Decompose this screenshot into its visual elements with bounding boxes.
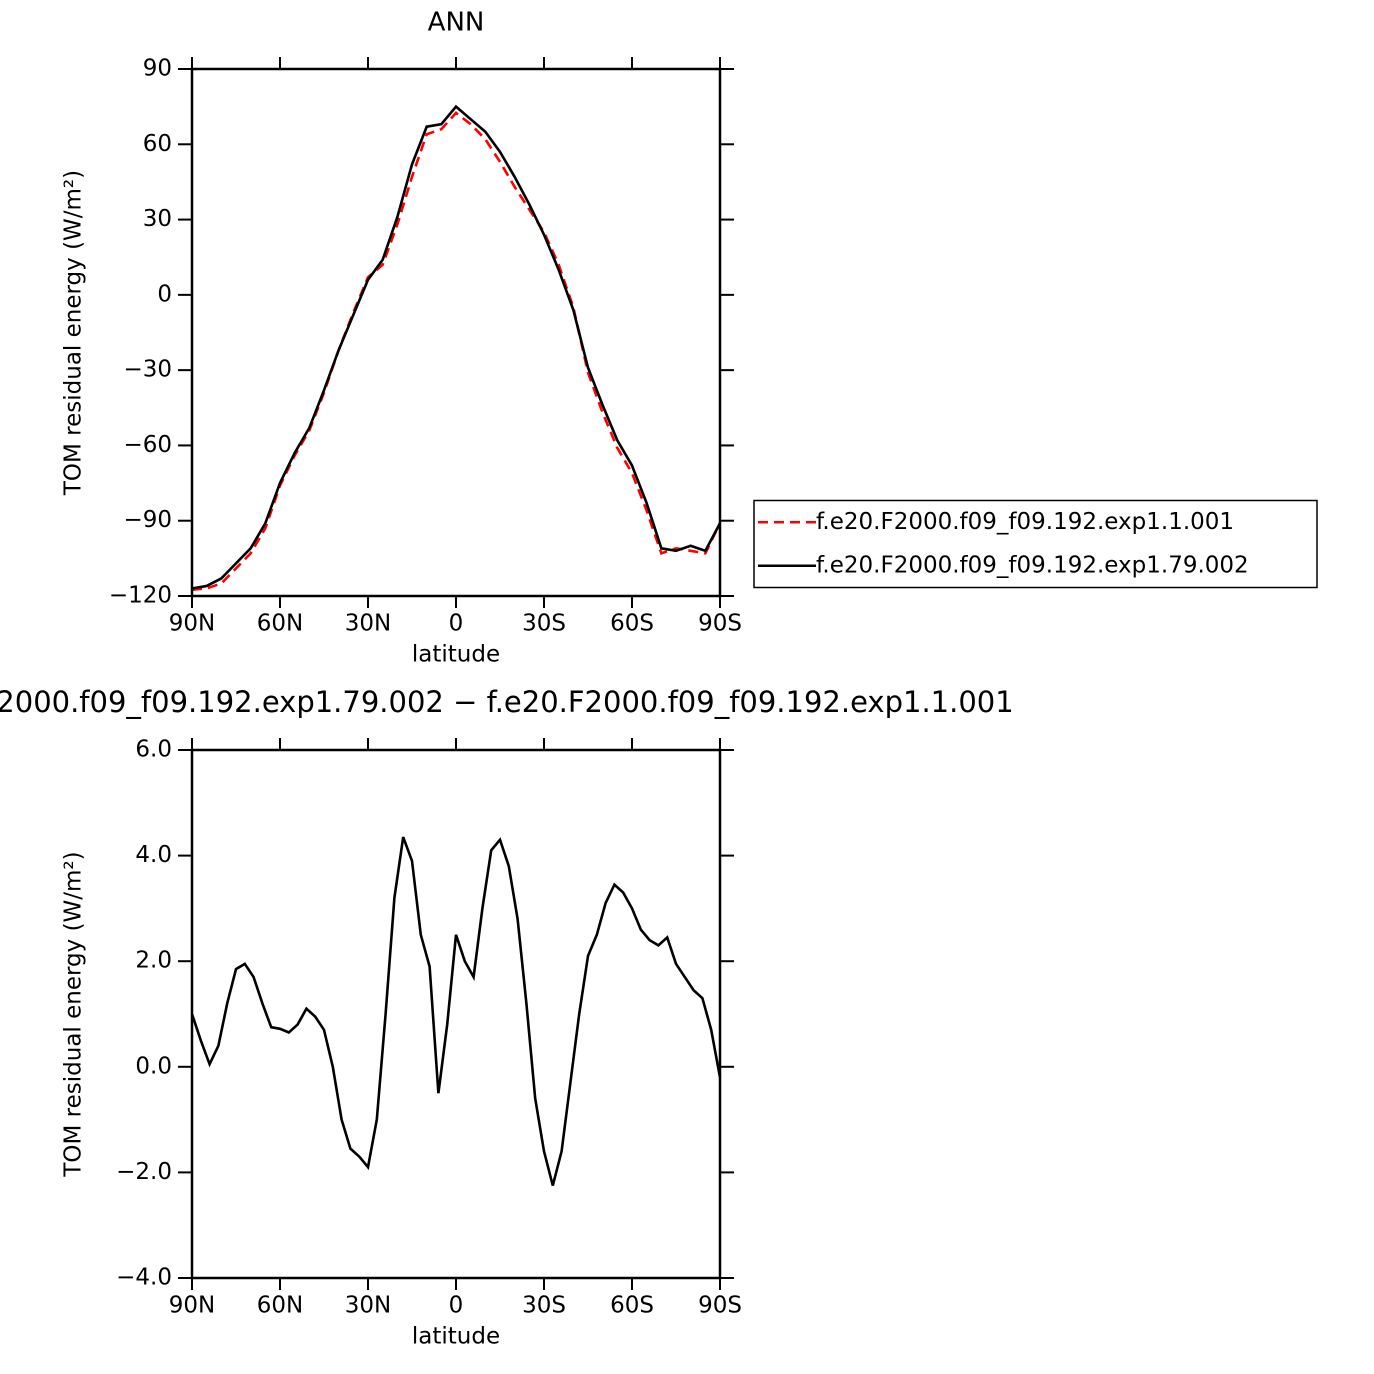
x-tick-label: 90N	[169, 1293, 215, 1319]
y-tick-label: 60	[143, 131, 172, 157]
y-tick-label: −120	[109, 583, 172, 609]
y-tick-label: 6.0	[135, 737, 172, 763]
y-tick-label: 0	[157, 281, 172, 307]
x-axis-label: latitude	[412, 642, 500, 668]
data-line	[191, 104, 722, 590]
x-tick-label: 60N	[257, 611, 303, 637]
legend-label: f.e20.F2000.f09_f09.192.exp1.79.002	[816, 552, 1249, 578]
y-tick-label: 4.0	[135, 842, 172, 868]
y-tick-label: −60	[123, 432, 172, 458]
y-tick-label: 90	[143, 56, 172, 82]
y-tick-label: −2.0	[116, 1159, 172, 1185]
x-tick-label: 30N	[345, 1293, 391, 1319]
data-line	[190, 836, 722, 1186]
legend-label: f.e20.F2000.f09_f09.192.exp1.1.001	[816, 509, 1234, 535]
legend-box	[753, 499, 1318, 589]
x-tick-label: 90S	[698, 1293, 742, 1319]
x-axis-label: latitude	[412, 1324, 500, 1350]
y-tick-label: −90	[123, 507, 172, 533]
plot-frame	[190, 67, 722, 598]
x-tick-label: 30N	[345, 611, 391, 637]
chart-title: f.e20.F2000.f09_f09.192.exp1.79.002 − f.…	[0, 685, 1014, 719]
data-line	[191, 111, 722, 592]
y-tick-label: 30	[143, 206, 172, 232]
x-tick-label: 90N	[169, 611, 215, 637]
x-tick-label: 60S	[610, 1293, 654, 1319]
y-axis-label: TOM residual energy (W/m²)	[61, 851, 87, 1177]
plot-frame	[190, 748, 722, 1280]
x-tick-label: 30S	[522, 1293, 566, 1319]
y-tick-label: 0.0	[135, 1053, 172, 1079]
x-tick-label: 0	[449, 611, 464, 637]
y-axis-label: TOM residual energy (W/m²)	[61, 170, 87, 496]
x-tick-label: 90S	[698, 611, 742, 637]
x-tick-label: 0	[449, 1293, 464, 1319]
chart-title: ANN	[428, 8, 485, 38]
x-tick-label: 60N	[257, 1293, 303, 1319]
y-tick-label: −30	[123, 357, 172, 383]
y-tick-label: −4.0	[116, 1265, 172, 1291]
x-tick-label: 60S	[610, 611, 654, 637]
x-tick-label: 30S	[522, 611, 566, 637]
y-tick-label: 2.0	[135, 948, 172, 974]
